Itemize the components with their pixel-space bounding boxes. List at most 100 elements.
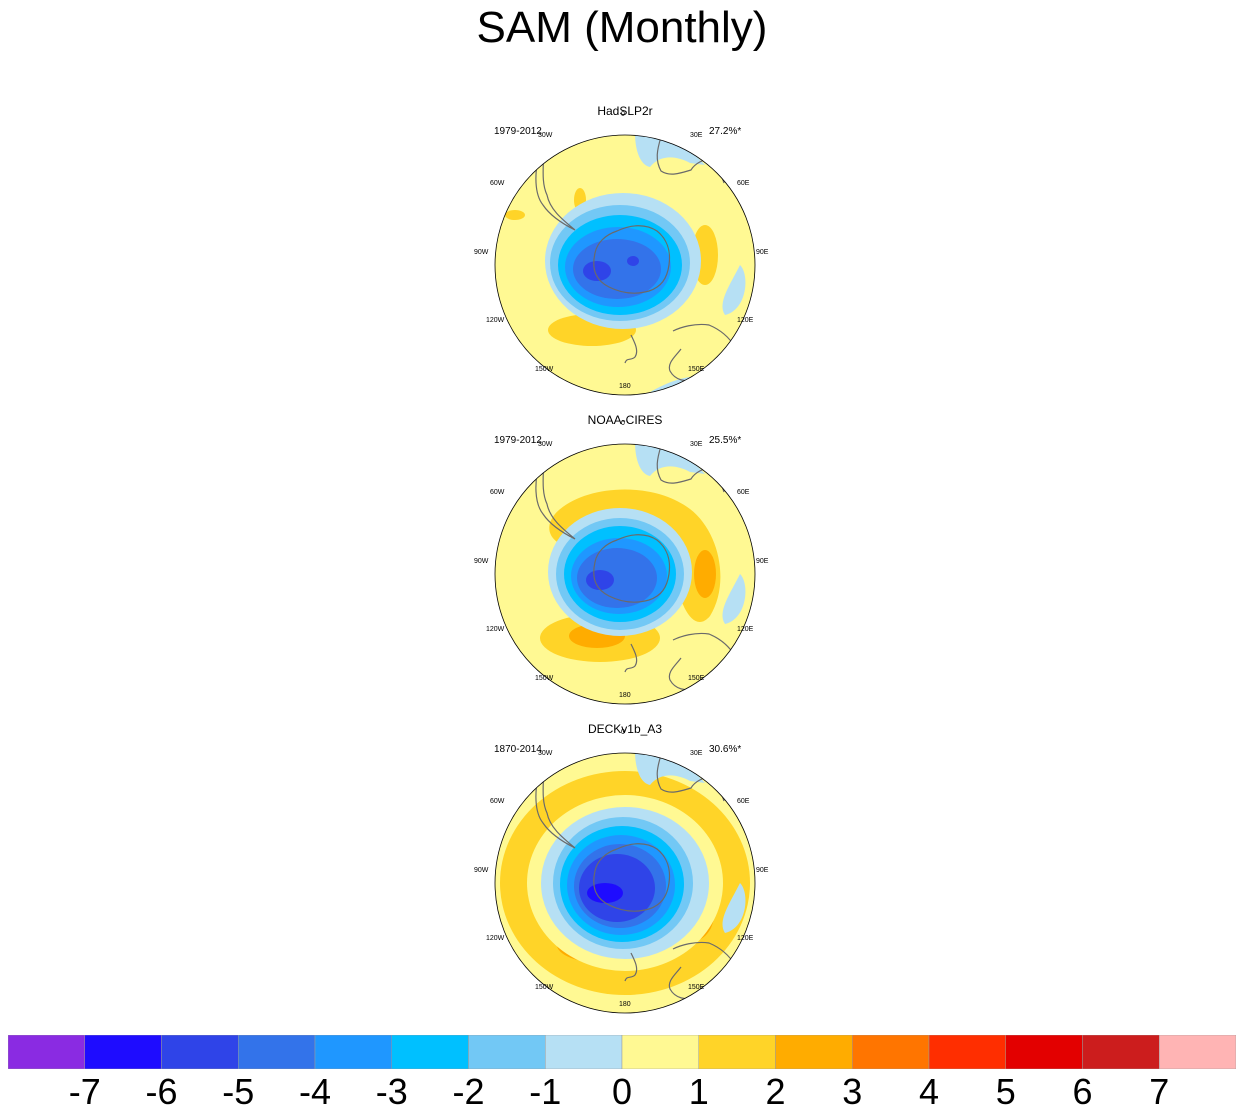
colorbar-swatch [84,1035,162,1069]
longitude-label: 60E [737,798,750,805]
longitude-label: 150E [688,675,705,682]
polar-map [494,134,756,396]
coastline [535,144,576,231]
polar-map [494,752,756,1014]
map-border [494,134,756,396]
negative-anomaly-region [577,548,657,608]
longitude-label: 0 [621,111,625,118]
colorbar-tick-label: 7 [1149,1071,1170,1112]
colorbar-tick-label: 4 [918,1071,940,1112]
panel-period: 1870-2014 [494,744,542,755]
colorbar-tick-label: -3 [375,1071,408,1112]
colorbar-tick-label: 0 [611,1071,633,1112]
colorbar-swatch [314,1035,392,1069]
colorbar-tick-label: 5 [995,1071,1016,1112]
longitude-label: 60E [737,489,750,496]
panel-title: DECKv1b_A3 [587,722,663,736]
colorbar-swatch [391,1035,469,1069]
panel-variance: 27.2%* [709,126,742,137]
colorbar-tick-label: -2 [452,1071,485,1112]
longitude-label: 60W [490,180,505,187]
panel-variance: 30.6%* [709,744,742,755]
longitude-label: 120W [486,626,505,633]
longitude-label: 0 [621,420,625,427]
colorbar-swatch [468,1035,546,1069]
main-title: SAM (Monthly) [476,3,768,52]
colorbar-swatch [545,1035,623,1069]
coastline [593,843,671,912]
longitude-label: 30E [690,750,703,757]
colorbar-swatch [238,1035,316,1069]
negative-anomaly-region [583,261,611,281]
colorbar-tick-label: 6 [1072,1071,1093,1112]
colorbar-swatch [1082,1035,1160,1069]
longitude-label: 30W [538,441,553,448]
positive-anomaly-region [549,489,721,622]
longitude-label: 30E [690,132,703,139]
map-panel-deckv1b-a3: DECKv1b_A3 1870-2014 30.6%* 0 30E 60E 90E 12… [474,722,770,1028]
colorbar-tick-label: -5 [222,1071,255,1112]
longitude-label: 150W [535,366,554,373]
coastline [593,534,671,603]
longitude-label: 90E [756,249,769,256]
contour-field [495,753,755,1013]
longitude-label: 0 [621,729,625,736]
negative-anomaly-region [635,135,705,167]
positive-anomaly-region [694,550,716,598]
polar-map [494,443,756,705]
panel-period: 1979-2012 [494,435,542,446]
longitude-label: 180 [619,383,631,390]
coastline [624,643,638,673]
colorbar-swatch [8,1035,85,1069]
map-panel-noaa-cires: NOAA-CIRES 1979-2012 25.5%* 0 30E 60E 90E 12… [474,413,770,719]
longitude-label: 150W [535,984,554,991]
longitude-label: 30E [690,441,703,448]
colorbar-tick-label: -4 [298,1071,332,1112]
contour-field [495,444,755,704]
longitude-label: 180 [619,1001,631,1008]
colorbar-tick-label: -6 [145,1071,178,1112]
colorbar [8,1035,1236,1069]
colorbar-tick-label: 1 [688,1071,709,1112]
longitude-label: 90E [756,558,769,565]
colorbar-tick-label: 2 [765,1071,786,1112]
colorbar-swatch [928,1035,1006,1069]
negative-anomaly-region [635,444,705,476]
colorbar-swatch [1005,1035,1083,1069]
longitude-label: 30W [538,132,553,139]
map-border [494,752,756,1014]
longitude-label: 150E [688,366,705,373]
colorbar-swatch [852,1035,930,1069]
longitude-label: 30W [538,750,553,757]
colorbar-tick-label: -7 [68,1071,101,1112]
coastlines [535,754,736,1000]
colorbar-swatch [698,1035,776,1069]
panel-variance: 25.5%* [709,435,742,446]
panel-title: NOAA-CIRES [587,413,663,427]
longitude-label: 90E [756,867,769,874]
negative-anomaly-region [587,883,623,903]
negative-anomaly-region [635,753,705,785]
panel-title: HadSLP2r [597,104,653,118]
colorbar-swatch [161,1035,239,1069]
longitude-label: 120W [486,935,505,942]
longitude-label: 120E [737,626,754,633]
longitude-label: 150E [688,984,705,991]
colorbar-swatch [1159,1035,1236,1069]
longitude-label: 150W [535,675,554,682]
longitude-label: 90W [474,558,489,565]
longitude-label: 90W [474,867,489,874]
negative-anomaly-region [627,256,639,266]
longitude-label: 60W [490,798,505,805]
map-panel-hadslp2r: HadSLP2r 1979-2012 27.2%* 0 30E 60E 90E 120E… [474,104,770,410]
coastline [656,754,714,793]
negative-anomaly-region [722,265,746,315]
coastline [535,762,576,849]
colorbar-tick-label: 3 [842,1071,863,1112]
coastline [593,225,671,294]
longitude-label: 120E [737,935,754,942]
coastline [656,136,714,175]
longitude-label: 120W [486,317,505,324]
coastline [535,453,576,540]
longitude-label: 180 [619,692,631,699]
